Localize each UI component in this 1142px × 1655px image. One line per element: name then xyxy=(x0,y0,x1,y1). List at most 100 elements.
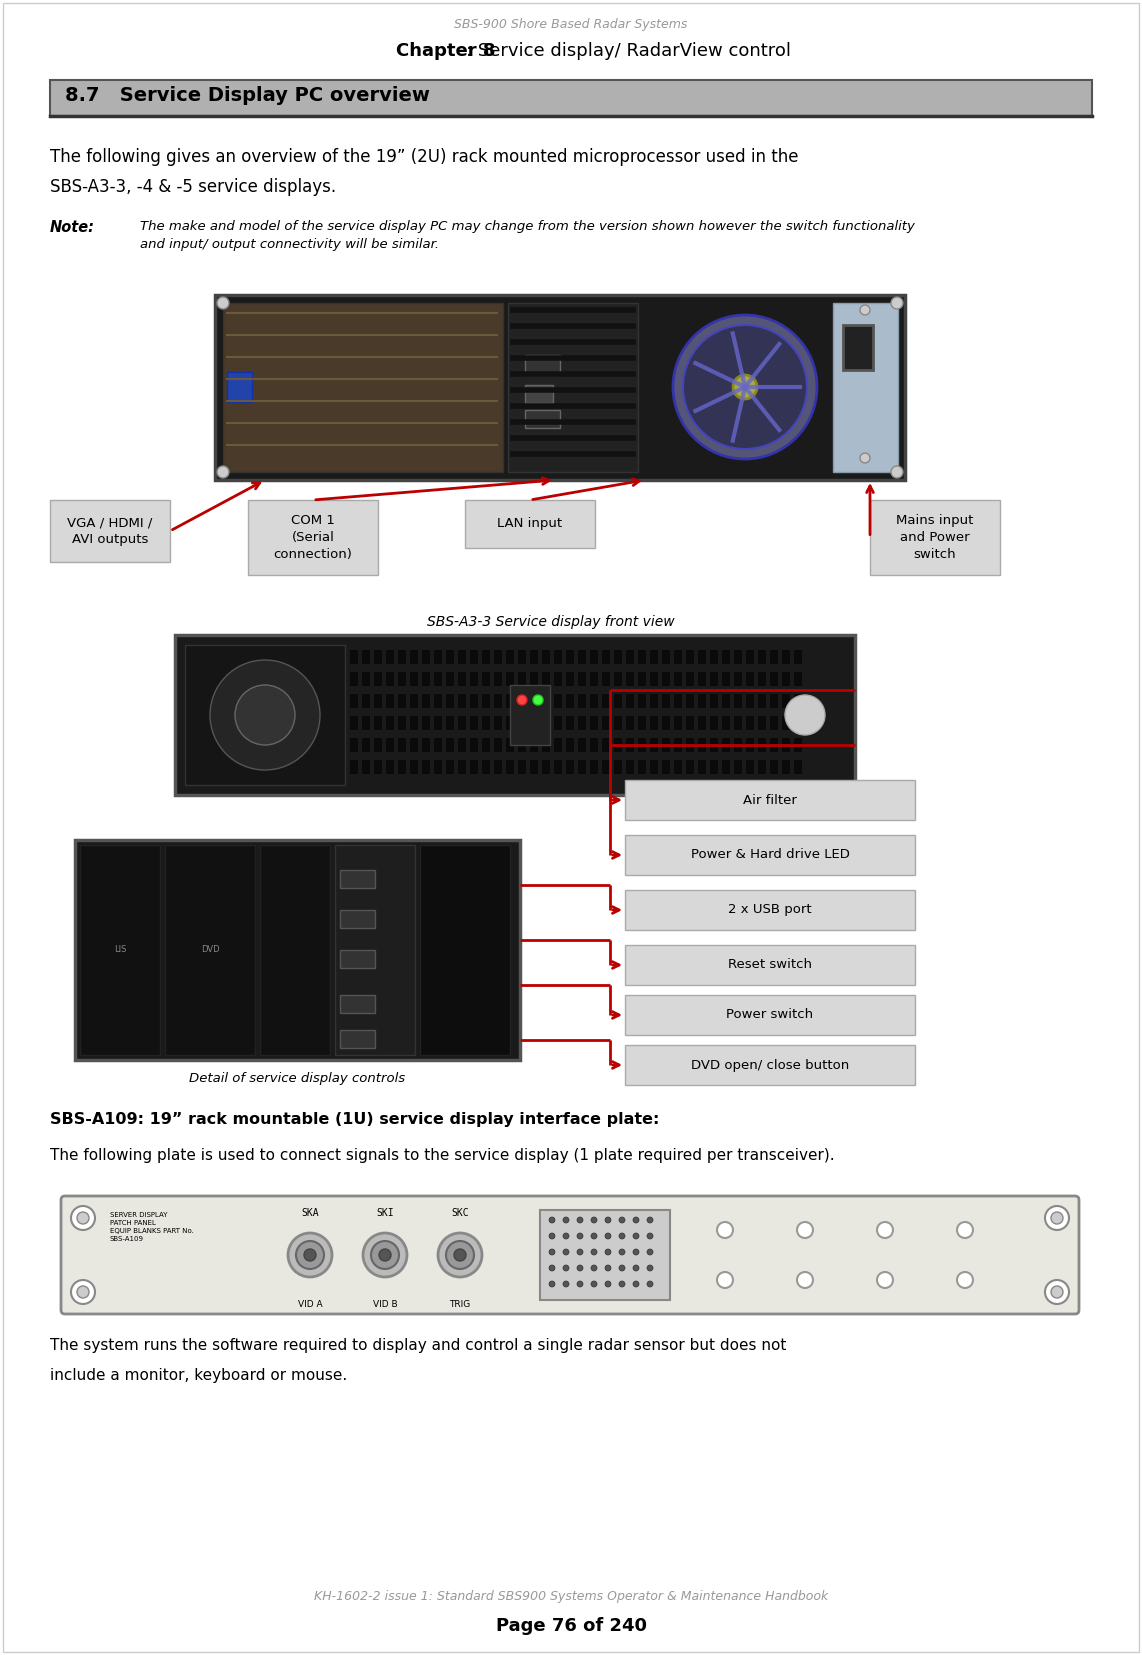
Bar xyxy=(698,738,706,751)
Bar xyxy=(746,650,754,664)
Text: LAN input: LAN input xyxy=(498,518,563,531)
Bar xyxy=(770,650,778,664)
Bar xyxy=(386,738,394,751)
Bar xyxy=(578,760,586,775)
Bar xyxy=(399,650,407,664)
Text: SKI: SKI xyxy=(376,1208,394,1218)
Circle shape xyxy=(717,1273,733,1288)
Bar xyxy=(349,760,357,775)
Bar xyxy=(340,995,375,1013)
Bar xyxy=(614,672,622,687)
Circle shape xyxy=(217,296,230,309)
Bar xyxy=(650,693,658,708)
Bar xyxy=(674,693,682,708)
Bar xyxy=(566,717,574,730)
Text: Power switch: Power switch xyxy=(726,1008,813,1021)
Bar xyxy=(794,717,802,730)
Bar xyxy=(349,650,357,664)
Bar xyxy=(590,650,598,664)
Bar xyxy=(420,846,510,1054)
Bar xyxy=(794,650,802,664)
Circle shape xyxy=(733,376,757,399)
Circle shape xyxy=(1045,1279,1069,1304)
Text: 2 x USB port: 2 x USB port xyxy=(729,904,812,917)
FancyBboxPatch shape xyxy=(61,1197,1079,1314)
Circle shape xyxy=(379,1250,391,1261)
Circle shape xyxy=(619,1250,625,1254)
Bar xyxy=(349,738,357,751)
Text: DVD open/ close button: DVD open/ close button xyxy=(691,1059,850,1071)
Circle shape xyxy=(877,1273,893,1288)
Bar xyxy=(625,780,915,819)
Bar xyxy=(638,760,646,775)
Text: Detail of service display controls: Detail of service display controls xyxy=(188,1072,405,1086)
Bar xyxy=(554,760,562,775)
Bar xyxy=(686,672,694,687)
Bar xyxy=(602,760,610,775)
Bar xyxy=(458,672,466,687)
Bar xyxy=(434,717,442,730)
Bar xyxy=(542,693,550,708)
Bar xyxy=(362,650,370,664)
Bar xyxy=(686,738,694,751)
Bar xyxy=(494,760,502,775)
Bar xyxy=(710,738,718,751)
Text: include a monitor, keyboard or mouse.: include a monitor, keyboard or mouse. xyxy=(50,1369,347,1384)
Circle shape xyxy=(577,1233,584,1240)
Circle shape xyxy=(785,695,825,735)
Circle shape xyxy=(563,1281,569,1288)
Circle shape xyxy=(363,1233,407,1278)
Bar xyxy=(506,672,514,687)
Bar xyxy=(614,717,622,730)
Text: Note:: Note: xyxy=(50,220,95,235)
Bar xyxy=(794,672,802,687)
Bar xyxy=(722,717,730,730)
Bar xyxy=(335,846,415,1054)
Bar xyxy=(518,760,526,775)
Bar xyxy=(554,672,562,687)
Circle shape xyxy=(304,1250,316,1261)
Bar xyxy=(734,760,742,775)
Text: SERVER DISPLAY
PATCH PANEL
EQUIP BLANKS PART No.
SBS-A109: SERVER DISPLAY PATCH PANEL EQUIP BLANKS … xyxy=(110,1211,194,1241)
Bar xyxy=(530,672,538,687)
Circle shape xyxy=(549,1233,555,1240)
Text: DVD: DVD xyxy=(201,945,219,955)
Bar xyxy=(578,693,586,708)
Circle shape xyxy=(439,1233,482,1278)
Bar xyxy=(50,500,170,563)
Bar xyxy=(698,717,706,730)
Bar xyxy=(638,738,646,751)
Circle shape xyxy=(860,453,870,463)
Bar xyxy=(410,650,418,664)
Bar xyxy=(373,693,383,708)
Circle shape xyxy=(619,1216,625,1223)
Circle shape xyxy=(633,1216,640,1223)
Bar xyxy=(770,693,778,708)
Bar xyxy=(447,672,455,687)
Bar xyxy=(542,738,550,751)
Bar xyxy=(518,738,526,751)
Bar xyxy=(625,890,915,930)
Bar xyxy=(638,672,646,687)
Bar xyxy=(794,693,802,708)
Bar xyxy=(399,672,407,687)
Circle shape xyxy=(592,1281,597,1288)
Text: COM 1
(Serial
connection): COM 1 (Serial connection) xyxy=(274,515,353,561)
Bar xyxy=(590,693,598,708)
Text: The following plate is used to connect signals to the service display (1 plate r: The following plate is used to connect s… xyxy=(50,1149,835,1163)
Text: The following gives an overview of the 19” (2U) rack mounted microprocessor used: The following gives an overview of the 1… xyxy=(50,147,798,166)
Text: Air filter: Air filter xyxy=(743,793,797,806)
Bar xyxy=(710,717,718,730)
Bar xyxy=(410,760,418,775)
Bar xyxy=(465,500,595,548)
Bar xyxy=(434,672,442,687)
Circle shape xyxy=(549,1250,555,1254)
Circle shape xyxy=(577,1264,584,1271)
Circle shape xyxy=(371,1241,399,1269)
Bar xyxy=(349,693,357,708)
Circle shape xyxy=(577,1216,584,1223)
Bar xyxy=(423,650,431,664)
Bar xyxy=(650,760,658,775)
Bar xyxy=(525,410,560,429)
Bar xyxy=(530,760,538,775)
